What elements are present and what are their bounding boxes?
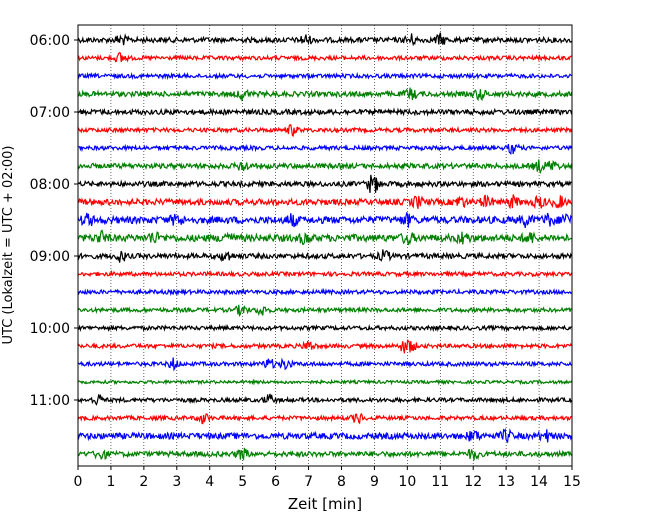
trace-line: [77, 87, 573, 102]
x-axis-label: Zeit [min]: [288, 495, 362, 513]
y-tick-label: 07:00: [30, 105, 70, 121]
x-tick-label: 13: [497, 474, 515, 490]
plot-background: [78, 25, 572, 466]
x-tick-label: 1: [106, 474, 115, 490]
trace-line: [77, 143, 573, 156]
y-tick-label: 09:00: [30, 249, 70, 265]
x-tick-label: 4: [205, 474, 214, 490]
x-tick-label: 14: [530, 474, 548, 490]
trace-line: [77, 412, 572, 425]
trace-line: [77, 339, 573, 354]
trace-line: [77, 287, 572, 297]
x-tick-label: 11: [431, 474, 449, 490]
plot-frame: [77, 24, 573, 467]
trace-line: [77, 323, 572, 333]
x-tick-label: 3: [172, 474, 181, 490]
trace-line: [77, 71, 572, 81]
y-axis-ticks: 06:00 07:00 08:00 09:00 10:00 11:00: [30, 33, 78, 409]
trace-line: [77, 229, 572, 246]
x-tick-label: 8: [337, 474, 346, 490]
trace-line: [77, 357, 572, 372]
trace-lines: [77, 32, 573, 462]
trace-line: [77, 212, 573, 229]
trace-line: [77, 428, 573, 444]
trace-line: [77, 393, 573, 406]
trace-line: [77, 107, 573, 117]
trace-line: [77, 32, 573, 47]
y-tick-label: 10:00: [30, 321, 70, 337]
x-tick-label: 0: [74, 474, 83, 490]
x-tick-label: 10: [398, 474, 416, 490]
trace-line: [77, 52, 572, 63]
x-tick-label: 6: [271, 474, 280, 490]
trace-line: [77, 249, 573, 263]
y-tick-label: 11:00: [30, 393, 70, 409]
trace-line: [77, 269, 573, 279]
trace-line: [78, 447, 573, 462]
trace-line: [77, 378, 573, 386]
trace-line: [77, 304, 572, 318]
x-tick-label: 5: [238, 474, 247, 490]
x-axis-ticks: 0 1 2 3 4 5 6 7 8 9 10 11 12 13 14 15: [74, 466, 581, 490]
y-tick-label: 08:00: [30, 177, 70, 193]
x-tick-label: 7: [304, 474, 313, 490]
trace-line: [77, 124, 573, 137]
y-axis-label: UTC (Lokalzeit = UTC + 02:00): [1, 146, 16, 345]
x-tick-label: 12: [464, 474, 482, 490]
trace-line: [77, 174, 572, 193]
y-tick-label: 06:00: [30, 33, 70, 49]
trace-line: [77, 159, 573, 174]
trace-line: [77, 194, 572, 210]
x-tick-label: 15: [563, 474, 581, 490]
x-tick-label: 9: [370, 474, 379, 490]
x-tick-label: 2: [139, 474, 148, 490]
